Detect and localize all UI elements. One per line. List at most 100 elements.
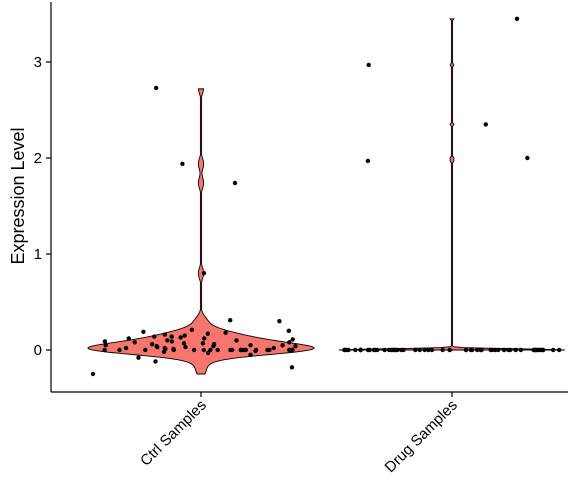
data-point <box>290 337 295 342</box>
data-point <box>293 344 298 349</box>
data-point <box>181 341 187 346</box>
data-point <box>234 338 239 343</box>
y-tick-label: 1 <box>34 246 42 263</box>
data-point <box>248 352 253 357</box>
data-point <box>422 347 427 353</box>
axes: 0 1 2 3 Ctrl Samples Drug Samples <box>34 2 568 476</box>
data-point <box>202 336 207 341</box>
data-point <box>102 347 107 353</box>
data-point <box>189 327 195 332</box>
data-point <box>508 347 513 353</box>
data-point <box>239 347 244 353</box>
data-point <box>287 347 292 353</box>
data-point <box>228 318 233 323</box>
data-point <box>123 345 129 351</box>
data-point <box>287 340 292 345</box>
data-point <box>200 341 206 346</box>
data-point <box>152 334 157 339</box>
data-point <box>248 343 253 348</box>
data-point <box>479 347 484 353</box>
data-point <box>132 340 137 345</box>
data-point <box>513 347 518 353</box>
data-point <box>342 347 347 353</box>
data-point <box>211 342 217 347</box>
data-point <box>286 328 291 333</box>
violin-ctrl <box>87 88 315 375</box>
data-point <box>169 334 174 339</box>
data-point <box>153 359 158 364</box>
data-point <box>180 161 185 166</box>
data-point <box>353 347 358 353</box>
x-tick-label: Ctrl Samples <box>137 397 210 470</box>
y-tick-label: 3 <box>34 54 42 71</box>
data-point <box>201 347 206 353</box>
data-point <box>215 347 220 353</box>
data-point <box>229 347 235 353</box>
data-point <box>358 347 363 353</box>
violin-drug <box>338 18 566 351</box>
data-point <box>440 347 445 353</box>
data-point <box>514 16 520 21</box>
data-point <box>191 347 197 353</box>
data-point <box>183 344 188 350</box>
data-point <box>117 347 122 353</box>
data-point <box>162 332 167 337</box>
data-point <box>346 347 351 353</box>
data-point <box>169 339 175 344</box>
data-point <box>501 347 507 353</box>
data-point <box>208 347 213 353</box>
data-point <box>103 343 108 348</box>
data-point <box>447 347 452 353</box>
data-point <box>162 345 167 351</box>
data-point <box>265 347 270 353</box>
data-point <box>223 330 228 335</box>
data-point <box>488 347 493 353</box>
data-point <box>525 155 530 161</box>
data-point <box>366 62 371 68</box>
data-point <box>469 347 475 353</box>
data-point <box>496 347 501 353</box>
data-point <box>90 371 96 377</box>
data-point <box>551 347 556 353</box>
data-point <box>141 329 146 334</box>
data-point <box>280 343 285 348</box>
data-point <box>201 271 207 276</box>
data-point <box>136 355 141 360</box>
y-tick-label: 0 <box>34 342 42 359</box>
data-point <box>154 85 159 91</box>
data-point <box>386 347 392 353</box>
data-point <box>518 347 524 353</box>
data-point <box>475 347 480 353</box>
data-point <box>413 347 418 353</box>
data-point <box>271 345 276 351</box>
data-point <box>102 339 108 344</box>
data-point <box>426 347 431 353</box>
data-point <box>557 347 562 353</box>
plot-area <box>87 16 566 377</box>
y-axis-title: Expression Level <box>8 127 28 264</box>
data-point <box>371 347 376 353</box>
data-point <box>154 344 159 349</box>
data-point <box>143 347 148 353</box>
data-point <box>232 180 238 186</box>
data-point <box>253 347 259 353</box>
data-point <box>171 346 176 352</box>
data-point <box>367 347 372 353</box>
data-point <box>277 319 282 324</box>
data-point <box>182 333 187 338</box>
data-point <box>541 347 546 353</box>
data-point <box>365 158 371 164</box>
data-point <box>289 365 295 370</box>
data-point <box>165 338 170 343</box>
y-tick-label: 2 <box>34 150 42 167</box>
data-point <box>205 331 210 336</box>
data-point <box>126 336 131 341</box>
data-point <box>382 347 387 353</box>
data-point <box>178 335 183 340</box>
data-point <box>399 347 404 353</box>
data-point <box>149 342 155 347</box>
data-point <box>536 347 541 353</box>
x-tick-label: Drug Samples <box>382 397 461 476</box>
data-point <box>483 122 488 127</box>
